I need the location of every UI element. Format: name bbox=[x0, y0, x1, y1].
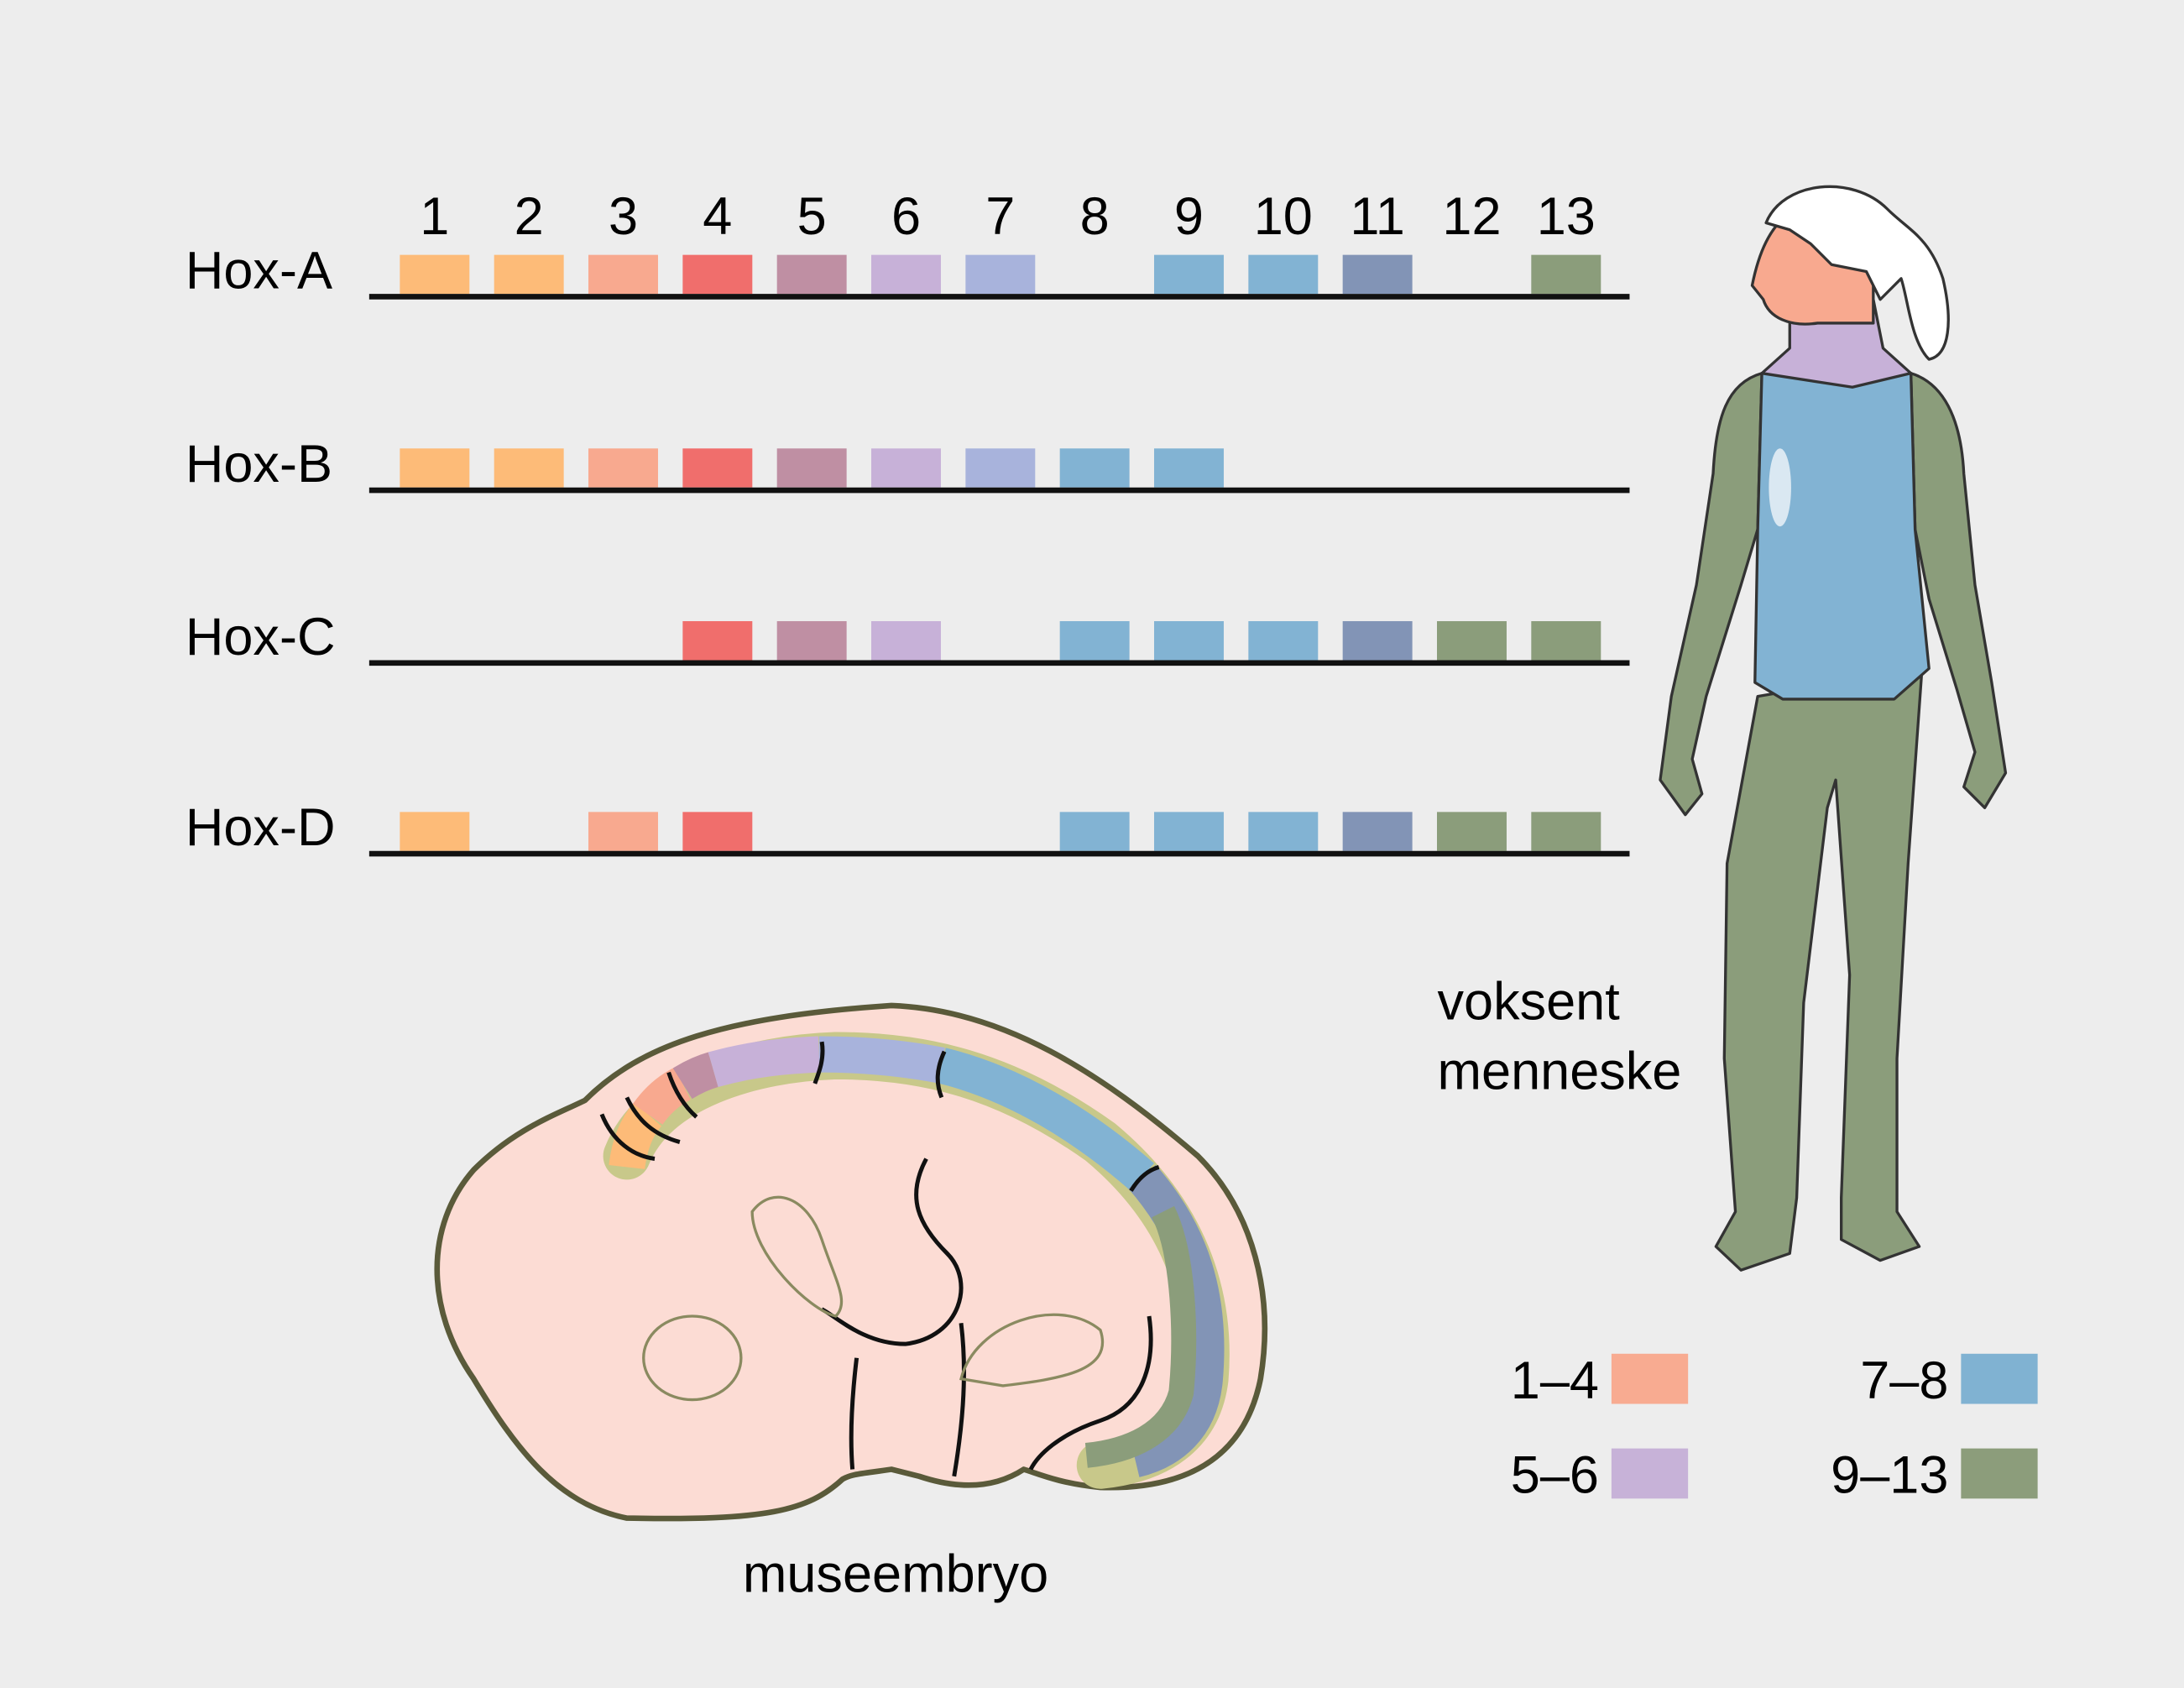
embryo-boundaries bbox=[599, 1041, 1160, 1477]
embryo-band-3 bbox=[633, 1067, 692, 1126]
gene-number-10: 10 bbox=[1254, 187, 1313, 246]
embryo-band-7-8 bbox=[937, 1048, 1154, 1191]
gene-number-2: 2 bbox=[515, 187, 544, 246]
gene-box-hox-b-8 bbox=[1059, 448, 1130, 488]
legend-label: 7–8 bbox=[1860, 1351, 1948, 1410]
human-legs bbox=[1714, 666, 1924, 1272]
gene-number-13: 13 bbox=[1537, 187, 1596, 246]
gene-box-hox-c-12 bbox=[1436, 621, 1507, 661]
gene-number-6: 6 bbox=[891, 187, 921, 246]
gene-box-hox-c-4 bbox=[682, 621, 753, 661]
embryo-band-7 bbox=[818, 1036, 945, 1084]
gene-box-hox-d-13 bbox=[1531, 812, 1601, 851]
gene-box-hox-a-2 bbox=[494, 254, 564, 295]
gene-box-hox-b-6 bbox=[871, 448, 941, 488]
gene-number-1: 1 bbox=[420, 187, 449, 246]
human-hair bbox=[1764, 185, 1950, 361]
gene-box-hox-d-9 bbox=[1154, 812, 1224, 851]
gene-number-header: 1 2 3 4 5 6 7 8 9 10 11 12 13 bbox=[420, 187, 1596, 246]
embryo-band-4-5 bbox=[672, 1052, 718, 1100]
embryo-internal-structures bbox=[642, 1195, 1104, 1402]
gene-box-hox-d-3 bbox=[588, 812, 658, 851]
human-label-line1: voksent bbox=[1437, 973, 1620, 1032]
gene-number-9: 9 bbox=[1174, 187, 1204, 246]
gene-box-hox-a-11 bbox=[1342, 254, 1413, 295]
legend-item: 1–4 bbox=[1511, 1351, 1689, 1410]
gene-box-hox-c-6 bbox=[871, 621, 941, 661]
hox-clusters: Hox-A Hox-B Hox-C Hox-D bbox=[185, 241, 1630, 857]
gene-number-12: 12 bbox=[1442, 187, 1501, 246]
gene-box-hox-d-12 bbox=[1436, 812, 1507, 851]
gene-box-hox-a-1 bbox=[400, 254, 470, 295]
gene-number-7: 7 bbox=[985, 187, 1015, 246]
human-highlight bbox=[1769, 448, 1791, 527]
cluster-label: Hox-A bbox=[185, 241, 332, 300]
legend-swatch bbox=[1611, 1448, 1689, 1499]
gene-box-hox-a-9 bbox=[1154, 254, 1224, 295]
gene-box-hox-b-4 bbox=[682, 448, 753, 488]
gene-box-hox-c-13 bbox=[1531, 621, 1601, 661]
legend-item: 9–13 bbox=[1831, 1446, 2038, 1505]
gene-box-hox-a-10 bbox=[1248, 254, 1319, 295]
cluster-label: Hox-B bbox=[185, 435, 332, 494]
cluster-label: Hox-C bbox=[185, 608, 336, 666]
human-label-line2: menneske bbox=[1437, 1043, 1681, 1101]
gene-box-hox-c-11 bbox=[1342, 621, 1413, 661]
embryo-label: museembryo bbox=[743, 1545, 1048, 1604]
legend-item: 5–6 bbox=[1511, 1446, 1689, 1505]
cluster-hox-b: Hox-B bbox=[185, 435, 1630, 494]
human-torso bbox=[1753, 372, 1931, 701]
cluster-label: Hox-D bbox=[185, 798, 336, 857]
legend: 1–4 5–6 7–8 9–13 bbox=[1511, 1351, 2038, 1505]
gene-number-11: 11 bbox=[1350, 187, 1404, 246]
embryo-band-9-13 bbox=[1084, 1205, 1197, 1468]
gene-box-hox-a-7 bbox=[965, 254, 1036, 295]
gene-box-hox-a-5 bbox=[776, 254, 847, 295]
gene-box-hox-a-3 bbox=[588, 254, 658, 295]
gene-box-hox-b-1 bbox=[400, 448, 470, 488]
gene-box-hox-c-5 bbox=[776, 621, 847, 661]
gene-number-5: 5 bbox=[797, 187, 827, 246]
gene-box-hox-a-6 bbox=[871, 254, 941, 295]
gene-number-4: 4 bbox=[703, 187, 732, 246]
gene-box-hox-c-8 bbox=[1059, 621, 1130, 661]
gene-box-hox-a-13 bbox=[1531, 254, 1601, 295]
gene-box-hox-d-10 bbox=[1248, 812, 1319, 851]
gene-box-hox-b-3 bbox=[588, 448, 658, 488]
gene-box-hox-a-4 bbox=[682, 254, 753, 295]
adult-human-figure bbox=[1659, 185, 2008, 1272]
cluster-hox-a: Hox-A bbox=[185, 241, 1630, 300]
legend-item: 7–8 bbox=[1860, 1351, 2038, 1410]
embryo-band-5-6 bbox=[708, 1036, 820, 1088]
gene-number-3: 3 bbox=[609, 187, 638, 246]
gene-box-hox-d-1 bbox=[400, 812, 470, 851]
gene-box-hox-d-8 bbox=[1059, 812, 1130, 851]
gene-box-hox-d-11 bbox=[1342, 812, 1413, 851]
gene-box-hox-b-2 bbox=[494, 448, 564, 488]
legend-label: 5–6 bbox=[1511, 1446, 1599, 1505]
gene-box-hox-d-4 bbox=[682, 812, 753, 851]
legend-label: 9–13 bbox=[1831, 1446, 1948, 1505]
cluster-hox-d: Hox-D bbox=[185, 798, 1630, 857]
gene-box-hox-c-10 bbox=[1248, 621, 1319, 661]
human-right-arm bbox=[1909, 372, 2008, 810]
gene-box-hox-b-9 bbox=[1154, 448, 1224, 488]
legend-swatch bbox=[1611, 1353, 1689, 1404]
cluster-hox-c: Hox-C bbox=[185, 608, 1630, 666]
embryo-band-1-4 bbox=[609, 1102, 662, 1170]
legend-label: 1–4 bbox=[1511, 1351, 1599, 1410]
gene-number-8: 8 bbox=[1080, 187, 1110, 246]
human-left-arm bbox=[1659, 372, 1763, 817]
legend-swatch bbox=[1961, 1353, 2038, 1404]
gene-box-hox-b-5 bbox=[776, 448, 847, 488]
mouse-embryo-figure bbox=[434, 1002, 1268, 1522]
legend-swatch bbox=[1961, 1448, 2038, 1499]
gene-box-hox-c-9 bbox=[1154, 621, 1224, 661]
gene-box-hox-b-7 bbox=[965, 448, 1036, 488]
